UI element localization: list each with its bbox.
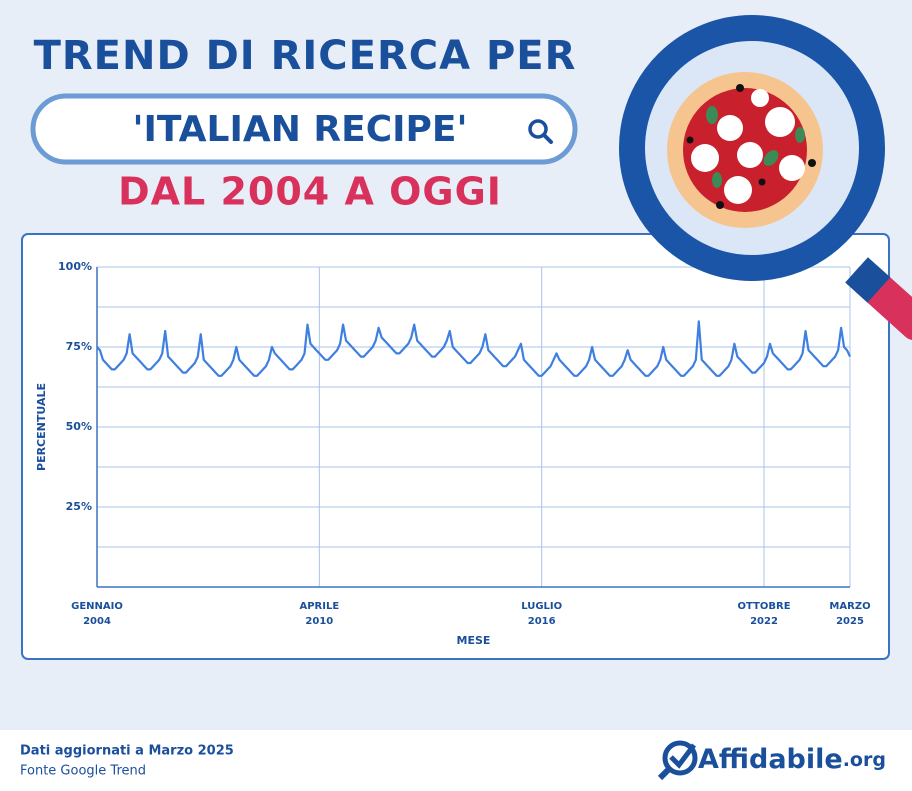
logo: Affidabile.org [698,744,886,775]
search-text: 'ITALIAN RECIPE' [132,109,467,150]
y-tick-label: 25% [66,500,92,513]
search-icon [528,119,553,144]
chart-box [21,233,890,660]
y-tick-label: 75% [66,340,92,353]
footer-band [0,730,912,791]
y-axis-label: PERCENTUALE [35,383,48,471]
x-tick-label: GENNAIO 2004 [71,601,123,627]
x-tick-label-box: OTTOBRE 2022 [737,601,791,627]
x-tick-label-box: LUGLIO 2016 [521,601,563,627]
search-box [30,93,578,165]
x-tick-label-box: APRILE 2010 [299,601,340,627]
logo-suffix: .org [843,749,886,771]
x-tick-label: MARZO 2025 [829,601,871,627]
subtitle: DAL 2004 A OGGI [118,170,502,214]
x-axis-label: MESE [457,634,491,647]
y-tick-label: 100% [58,260,92,273]
line-series [96,320,851,377]
logo-brand: Affidabile [698,744,843,775]
x-tick-label: LUGLIO 2016 [521,601,563,627]
logo-icon [657,740,698,781]
magnifier [619,15,912,341]
x-tick-label: OTTOBRE 2022 [737,601,791,627]
x-tick-label-box: GENNAIO 2004 [71,601,123,627]
y-tick-label: 50% [66,420,92,433]
title: TREND DI RICERCA PER [34,33,577,79]
footer-updated: Dati aggiornati a Marzo 2025 [20,744,234,759]
x-tick-label-box: MARZO 2025 [829,601,871,627]
footer-source: Fonte Google Trend [20,764,146,779]
x-tick-label: APRILE 2010 [299,601,340,627]
plot: 25% 50% 75% 100% GENNAIO 2004 APRILE 2010 LUGL… [35,260,871,647]
